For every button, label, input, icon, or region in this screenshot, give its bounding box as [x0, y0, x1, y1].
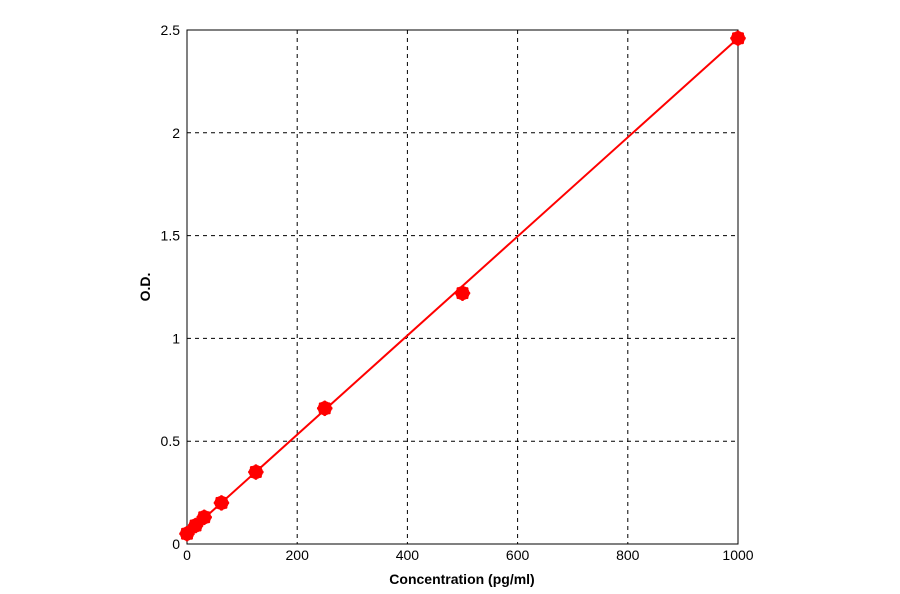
- x-axis-title: Concentration (pg/ml): [389, 571, 534, 587]
- plot-frame: [186, 29, 739, 545]
- x-tick-label: 600: [506, 547, 530, 563]
- data-point: [454, 285, 471, 301]
- data-point: [213, 495, 230, 511]
- data-point: [730, 30, 746, 47]
- x-tick-label: 800: [616, 547, 640, 563]
- x-tick-label: 400: [396, 547, 420, 563]
- tick-label-layer: 0 200 400 600 800 1000 0 0.5 1 1.5 2 2.5: [161, 22, 754, 563]
- y-tick-label: 2: [172, 125, 180, 141]
- y-tick-label: 2.5: [161, 22, 181, 38]
- grid-layer: [187, 30, 738, 544]
- data-point: [248, 464, 264, 480]
- y-axis-title: O.D.: [137, 273, 153, 302]
- data-point: [316, 400, 333, 417]
- x-tick-label: 1000: [722, 547, 753, 563]
- x-tick-label: 0: [183, 547, 191, 563]
- y-tick-label: 0: [172, 536, 180, 552]
- x-tick-label: 200: [286, 547, 310, 563]
- data-point: [196, 509, 212, 526]
- y-tick-label: 0.5: [161, 433, 181, 449]
- y-tick-label: 1.5: [161, 228, 181, 244]
- data-point-layer: [179, 30, 746, 542]
- y-tick-label: 1: [172, 330, 180, 346]
